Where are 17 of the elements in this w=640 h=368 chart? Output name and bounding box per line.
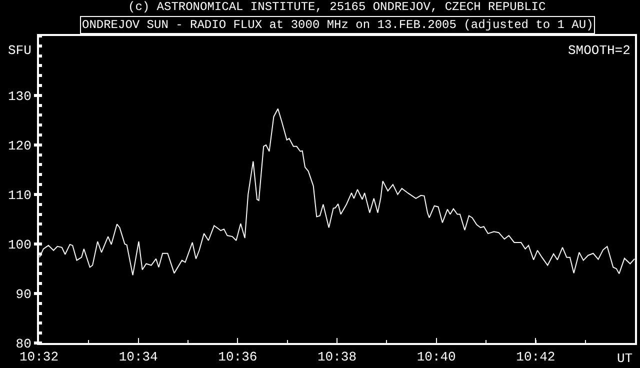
text: (c) ASTRONOMICAL INSTITUTE, 25165 ONDREJOV, CZECH REPUBLIC xyxy=(128,0,546,14)
x-tick-label: 10:32 xyxy=(19,350,59,365)
x-tick-label: 10:36 xyxy=(218,350,258,365)
chart-title: ONDREJOV SUN - RADIO FLUX at 3000 MHz on 13.FEB.2005 (adjusted to 1 AU) xyxy=(82,18,594,32)
x-tick-label: 10:42 xyxy=(516,350,556,365)
y-tick-label: 90 xyxy=(16,287,32,302)
y-axis-title: SFU xyxy=(8,43,32,58)
x-tick-label: 10:40 xyxy=(416,350,456,365)
annotation: SMOOTH=2 xyxy=(568,43,630,58)
x-tick-label: 10:38 xyxy=(317,350,357,365)
y-tick-label: 100 xyxy=(8,238,32,253)
y-tick-label: 120 xyxy=(8,138,32,154)
x-axis-title: UT xyxy=(617,351,633,366)
y-tick-label: 130 xyxy=(8,88,32,104)
x-tick-label: 10:34 xyxy=(118,350,158,365)
y-tick-label: 80 xyxy=(16,336,32,352)
y-tick-label: 110 xyxy=(8,188,32,203)
